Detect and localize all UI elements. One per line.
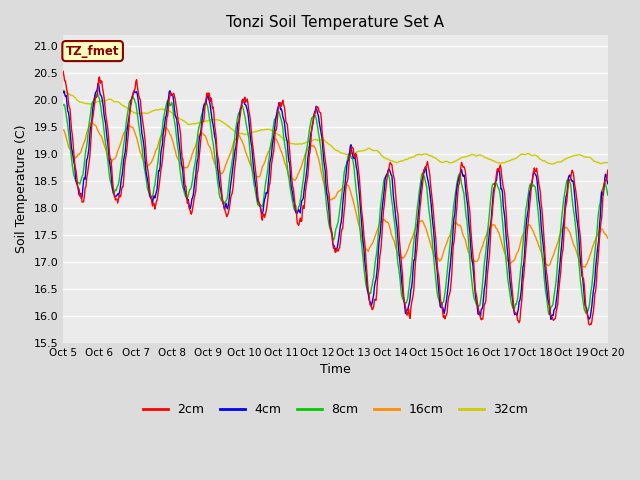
8cm [604, 192, 612, 198]
4cm [69, 153, 77, 158]
2cm [209, 104, 217, 110]
X-axis label: Time: Time [320, 363, 351, 376]
8cm [181, 192, 189, 198]
4cm [419, 177, 426, 183]
32cm [70, 94, 77, 100]
Line: 4cm: 4cm [63, 84, 608, 319]
8cm [69, 168, 77, 173]
32cm [60, 87, 68, 93]
2cm [60, 68, 67, 74]
4cm [210, 128, 218, 134]
32cm [60, 87, 67, 93]
16cm [403, 251, 410, 256]
Y-axis label: Soil Temperature (C): Soil Temperature (C) [15, 125, 28, 253]
2cm [69, 140, 77, 145]
8cm [93, 90, 101, 96]
16cm [581, 264, 589, 270]
Title: Tonzi Soil Temperature Set A: Tonzi Soil Temperature Set A [227, 15, 444, 30]
16cm [604, 235, 612, 241]
4cm [60, 90, 67, 96]
32cm [126, 107, 134, 112]
8cm [545, 312, 553, 317]
16cm [126, 124, 134, 130]
8cm [403, 300, 410, 306]
Line: 32cm: 32cm [63, 90, 608, 164]
2cm [402, 304, 410, 310]
2cm [125, 120, 133, 125]
Text: TZ_fmet: TZ_fmet [66, 45, 120, 58]
16cm [181, 165, 189, 171]
16cm [87, 120, 95, 125]
2cm [586, 322, 593, 328]
4cm [403, 309, 410, 315]
4cm [126, 108, 134, 114]
4cm [94, 81, 102, 86]
32cm [548, 161, 556, 167]
32cm [210, 117, 218, 122]
8cm [210, 146, 218, 152]
16cm [60, 127, 67, 133]
Line: 2cm: 2cm [63, 71, 608, 325]
4cm [181, 188, 189, 193]
Line: 16cm: 16cm [63, 122, 608, 267]
2cm [417, 191, 425, 197]
4cm [604, 181, 612, 187]
16cm [69, 154, 77, 159]
16cm [210, 158, 218, 164]
32cm [181, 119, 189, 125]
Line: 8cm: 8cm [63, 93, 608, 314]
8cm [60, 102, 67, 108]
16cm [419, 217, 426, 223]
32cm [604, 160, 612, 166]
Legend: 2cm, 4cm, 8cm, 16cm, 32cm: 2cm, 4cm, 8cm, 16cm, 32cm [138, 398, 533, 421]
2cm [180, 175, 188, 181]
32cm [419, 152, 426, 157]
4cm [547, 316, 555, 322]
8cm [126, 98, 134, 104]
8cm [419, 171, 426, 177]
32cm [403, 156, 410, 162]
2cm [604, 168, 612, 173]
